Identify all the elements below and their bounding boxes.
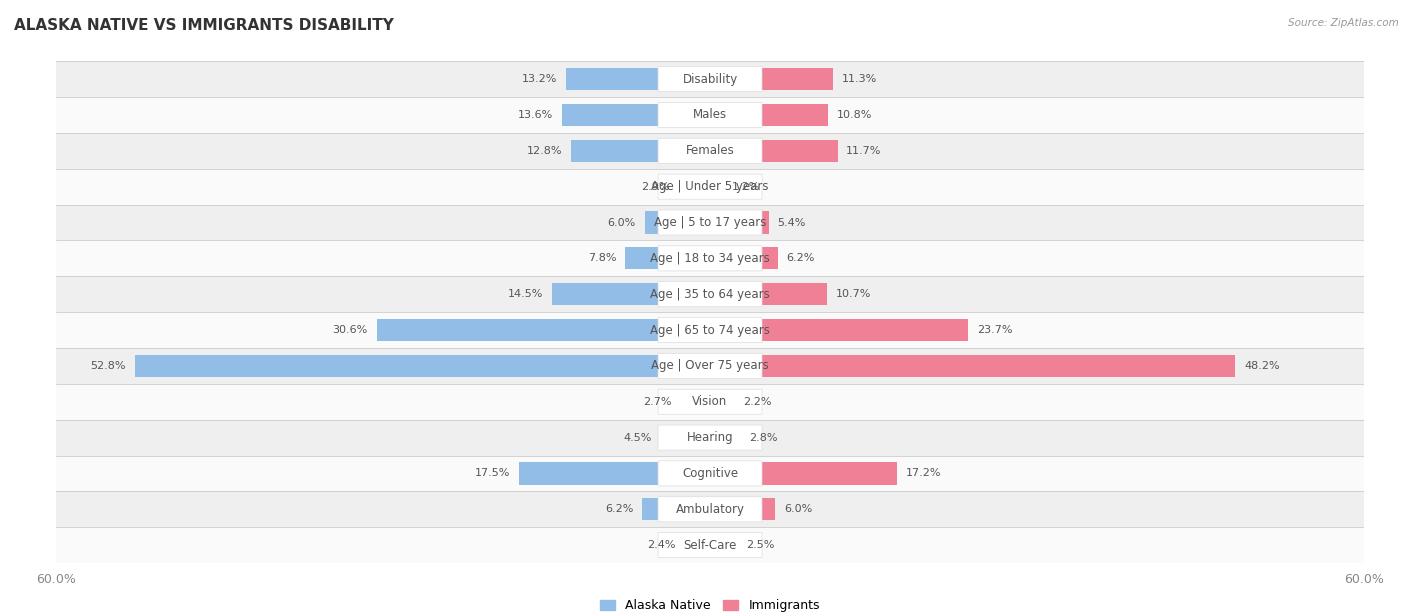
Text: Hearing: Hearing [686, 431, 734, 444]
Text: Age | 65 to 74 years: Age | 65 to 74 years [650, 324, 770, 337]
Bar [571, 140, 658, 162]
FancyBboxPatch shape [56, 97, 1364, 133]
Text: 6.2%: 6.2% [606, 504, 634, 514]
FancyBboxPatch shape [658, 425, 762, 450]
Bar [762, 104, 828, 126]
Text: Vision: Vision [692, 395, 728, 408]
Text: 6.0%: 6.0% [607, 217, 636, 228]
Text: 17.2%: 17.2% [905, 468, 942, 479]
Text: 48.2%: 48.2% [1244, 361, 1279, 371]
Text: 2.7%: 2.7% [644, 397, 672, 407]
Text: Age | 5 to 17 years: Age | 5 to 17 years [654, 216, 766, 229]
Text: Age | 18 to 34 years: Age | 18 to 34 years [650, 252, 770, 265]
FancyBboxPatch shape [658, 174, 762, 200]
Bar [377, 319, 658, 341]
Text: 2.4%: 2.4% [647, 540, 675, 550]
FancyBboxPatch shape [658, 138, 762, 163]
Text: Females: Females [686, 144, 734, 157]
Bar [762, 140, 838, 162]
Text: 13.6%: 13.6% [517, 110, 553, 120]
Bar [762, 247, 778, 269]
FancyBboxPatch shape [658, 210, 762, 235]
FancyBboxPatch shape [56, 312, 1364, 348]
Text: 6.0%: 6.0% [785, 504, 813, 514]
Text: 14.5%: 14.5% [508, 289, 543, 299]
Text: 30.6%: 30.6% [333, 325, 368, 335]
Text: 7.8%: 7.8% [588, 253, 616, 263]
FancyBboxPatch shape [56, 241, 1364, 276]
Text: Age | Over 75 years: Age | Over 75 years [651, 359, 769, 372]
FancyBboxPatch shape [658, 497, 762, 522]
FancyBboxPatch shape [56, 491, 1364, 527]
Legend: Alaska Native, Immigrants: Alaska Native, Immigrants [595, 594, 825, 612]
Bar [567, 68, 658, 90]
Text: Cognitive: Cognitive [682, 467, 738, 480]
Text: 4.5%: 4.5% [624, 433, 652, 442]
FancyBboxPatch shape [56, 204, 1364, 241]
FancyBboxPatch shape [56, 61, 1364, 97]
Text: Source: ZipAtlas.com: Source: ZipAtlas.com [1288, 18, 1399, 28]
FancyBboxPatch shape [658, 67, 762, 92]
Text: 2.8%: 2.8% [749, 433, 778, 442]
FancyBboxPatch shape [658, 246, 762, 271]
FancyBboxPatch shape [658, 532, 762, 558]
Text: 11.3%: 11.3% [842, 74, 877, 84]
Text: Age | Under 5 years: Age | Under 5 years [651, 180, 769, 193]
Text: 6.2%: 6.2% [786, 253, 814, 263]
FancyBboxPatch shape [658, 389, 762, 414]
Text: 10.7%: 10.7% [835, 289, 870, 299]
Text: 1.2%: 1.2% [731, 182, 761, 192]
Text: 23.7%: 23.7% [977, 325, 1012, 335]
Text: Self-Care: Self-Care [683, 539, 737, 551]
FancyBboxPatch shape [56, 527, 1364, 563]
Text: 2.2%: 2.2% [742, 397, 772, 407]
Bar [762, 68, 834, 90]
Bar [762, 498, 776, 520]
Text: 17.5%: 17.5% [475, 468, 510, 479]
Bar [643, 498, 658, 520]
Bar [762, 211, 769, 234]
FancyBboxPatch shape [658, 461, 762, 486]
Bar [626, 247, 658, 269]
Text: ALASKA NATIVE VS IMMIGRANTS DISABILITY: ALASKA NATIVE VS IMMIGRANTS DISABILITY [14, 18, 394, 34]
Text: 2.5%: 2.5% [747, 540, 775, 550]
Text: 52.8%: 52.8% [90, 361, 127, 371]
FancyBboxPatch shape [56, 169, 1364, 204]
Text: 12.8%: 12.8% [526, 146, 562, 156]
FancyBboxPatch shape [658, 102, 762, 127]
FancyBboxPatch shape [56, 455, 1364, 491]
Bar [762, 319, 969, 341]
Bar [762, 283, 827, 305]
Text: 2.9%: 2.9% [641, 182, 669, 192]
Text: 11.7%: 11.7% [846, 146, 882, 156]
Bar [762, 355, 1236, 377]
Text: 10.8%: 10.8% [837, 110, 872, 120]
FancyBboxPatch shape [56, 348, 1364, 384]
Text: Age | 35 to 64 years: Age | 35 to 64 years [650, 288, 770, 300]
FancyBboxPatch shape [56, 276, 1364, 312]
Text: Males: Males [693, 108, 727, 121]
FancyBboxPatch shape [56, 420, 1364, 455]
FancyBboxPatch shape [658, 353, 762, 378]
Text: 5.4%: 5.4% [778, 217, 806, 228]
Text: 13.2%: 13.2% [522, 74, 558, 84]
Text: Ambulatory: Ambulatory [675, 503, 745, 516]
Bar [762, 462, 897, 485]
FancyBboxPatch shape [56, 384, 1364, 420]
Bar [135, 355, 658, 377]
FancyBboxPatch shape [658, 282, 762, 307]
FancyBboxPatch shape [56, 133, 1364, 169]
Bar [644, 211, 658, 234]
Bar [553, 283, 658, 305]
FancyBboxPatch shape [658, 318, 762, 343]
Bar [562, 104, 658, 126]
Bar [519, 462, 658, 485]
Text: Disability: Disability [682, 73, 738, 86]
